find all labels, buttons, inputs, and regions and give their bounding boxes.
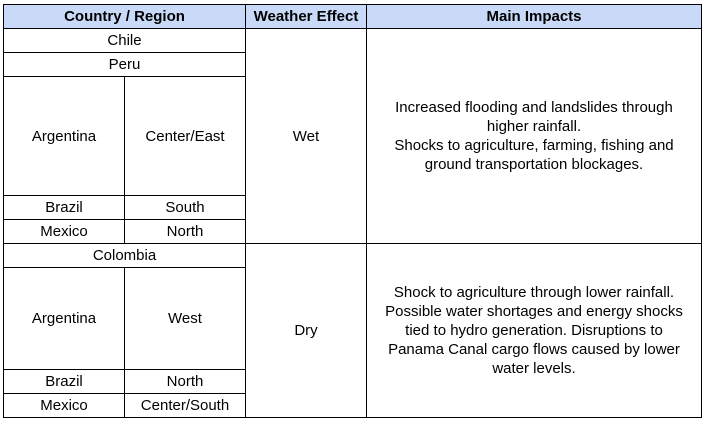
table-row: Mexico North: [3, 219, 702, 244]
country-cell: Mexico: [3, 219, 125, 244]
table-row: Peru: [3, 52, 702, 77]
table-row: Chile Wet Increased flooding and landsli…: [3, 28, 702, 244]
country-cell: Mexico: [3, 393, 125, 418]
impact-line: Possible water shortages and energy shoc…: [385, 303, 683, 320]
country-cell: Brazil: [3, 369, 125, 394]
region-cell: North: [124, 369, 246, 394]
main-impacts-cell: Shock to agriculture through lower rainf…: [366, 243, 702, 418]
country-cell: Peru: [3, 52, 246, 77]
region-cell: West: [124, 267, 246, 370]
region-cell: Center/East: [124, 76, 246, 196]
table-row: Brazil South: [3, 195, 702, 220]
country-cell: Argentina: [3, 267, 125, 370]
table-row: Argentina West: [3, 267, 702, 370]
country-cell: Colombia: [3, 243, 246, 268]
weather-effect-cell: Wet: [245, 28, 367, 244]
impact-line: Shocks to agriculture, farming, fishing …: [394, 137, 674, 154]
region-cell: North: [124, 219, 246, 244]
weather-effect-cell: Dry: [245, 243, 367, 418]
impact-line: water levels.: [492, 360, 576, 377]
region-cell: Center/South: [124, 393, 246, 418]
impact-line: Panama Canal cargo flows caused by lower: [388, 341, 680, 358]
impact-line: ground transportation blockages.: [424, 156, 644, 173]
header-weather-effect: Weather Effect: [245, 4, 367, 29]
header-main-impacts: Main Impacts: [366, 4, 702, 29]
region-cell: South: [124, 195, 246, 220]
table-row: Colombia Dry Shock to agriculture throug…: [3, 243, 702, 418]
weather-impacts-table: Country / Region Weather Effect Main Imp…: [3, 4, 702, 418]
header-row: Country / Region Weather Effect Main Imp…: [3, 4, 702, 29]
table-row: Argentina Center/East: [3, 76, 702, 196]
impact-line: higher rainfall.: [486, 118, 582, 135]
main-impacts-cell: Increased flooding and landslides throug…: [366, 28, 702, 244]
impact-line: Shock to agriculture through lower rainf…: [393, 284, 675, 301]
header-country-region: Country / Region: [3, 4, 246, 29]
table-row: Mexico Center/South: [3, 393, 702, 418]
country-cell: Chile: [3, 28, 246, 53]
table-row: Brazil North: [3, 369, 702, 394]
country-cell: Argentina: [3, 76, 125, 196]
impact-line: Increased flooding and landslides throug…: [395, 99, 673, 116]
country-cell: Brazil: [3, 195, 125, 220]
impact-line: tied to hydro generation. Disruptions to: [405, 322, 663, 339]
